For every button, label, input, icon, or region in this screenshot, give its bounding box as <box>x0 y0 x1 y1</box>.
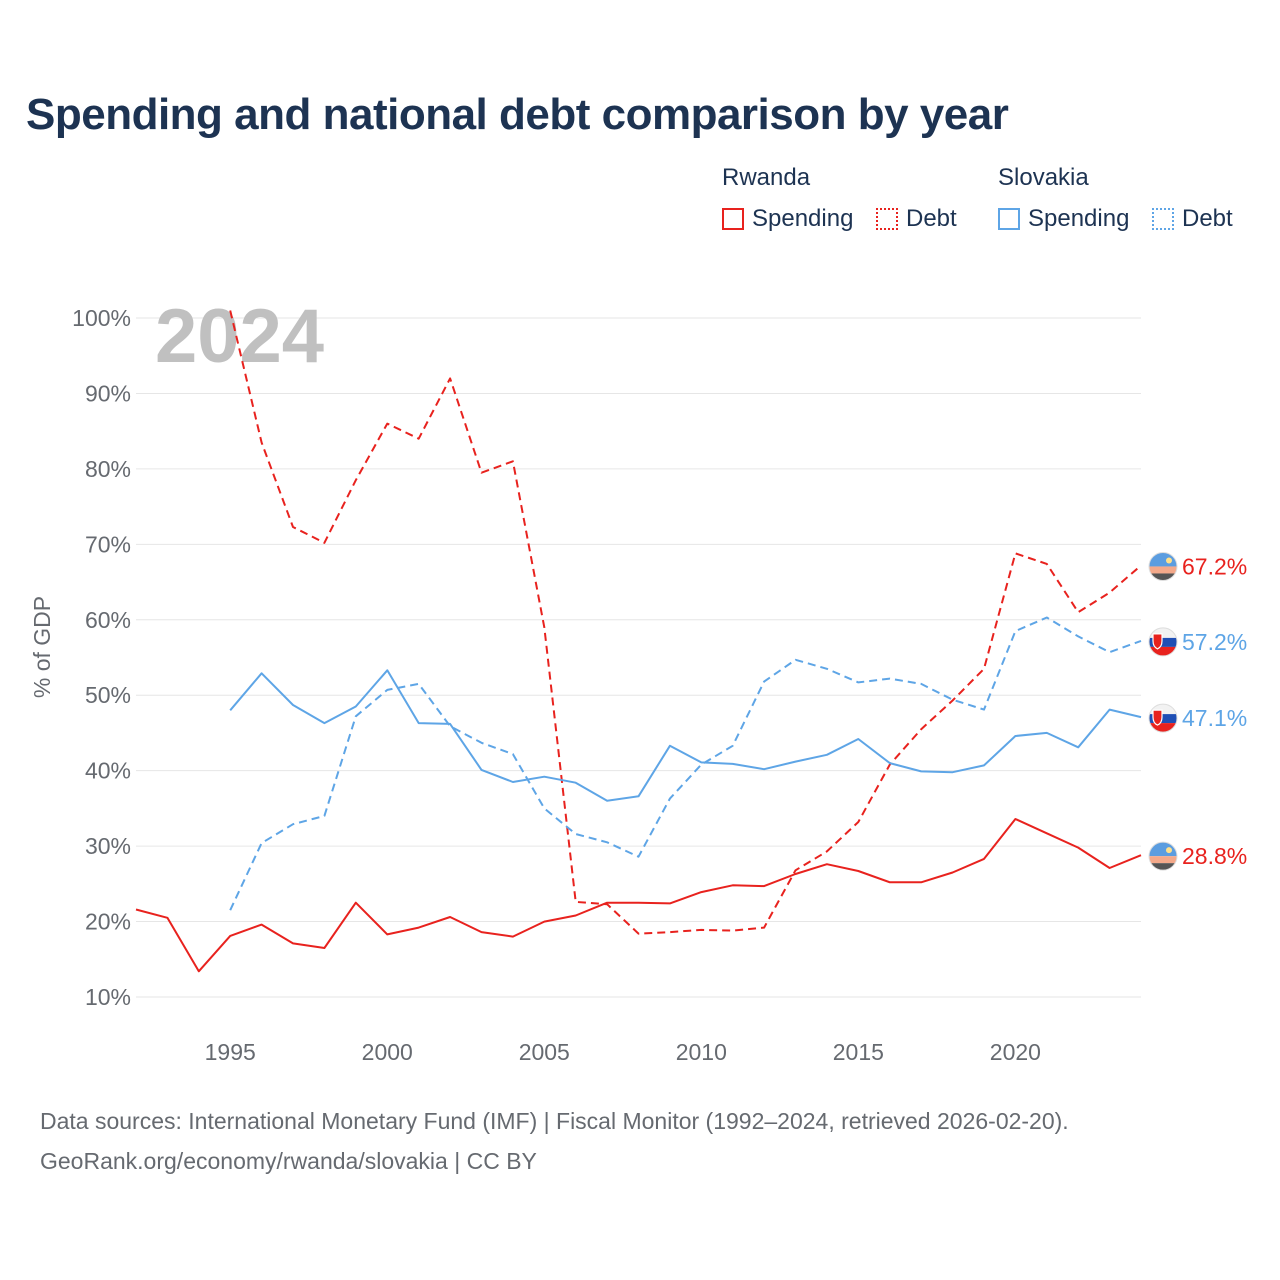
legend-label: Debt <box>1182 205 1233 232</box>
legend-swatch-dotted-icon <box>876 208 898 230</box>
legend-country-rwanda: Rwanda <box>722 164 811 191</box>
x-tick-label: 1995 <box>205 1039 256 1065</box>
series-line-slovakia-spending[interactable] <box>229 669 1142 802</box>
legend-item-rwanda-spending[interactable]: Spending <box>722 205 853 233</box>
legend-item-slovakia-spending[interactable]: Spending <box>998 205 1129 233</box>
chart-title: Spending and national debt comparison by… <box>26 90 1009 139</box>
series-line-rwanda-debt[interactable] <box>229 310 1142 935</box>
series-line-slovakia-debt[interactable] <box>229 616 1142 911</box>
y-axis-label: % of GDP <box>29 596 55 698</box>
legend-item-rwanda-debt[interactable]: Debt <box>876 205 957 233</box>
y-tick-label: 60% <box>85 607 131 633</box>
series-lines <box>135 310 1142 973</box>
rwanda-flag-icon <box>1148 551 1178 581</box>
legend-label: Debt <box>906 205 957 232</box>
legend-swatch-dotted-icon <box>1152 208 1174 230</box>
gridlines <box>136 317 1141 998</box>
y-tick-label: 70% <box>85 531 131 557</box>
x-tick-label: 2005 <box>519 1039 570 1065</box>
legend-label: Spending <box>752 205 854 232</box>
slovakia-flag-icon <box>1148 703 1178 733</box>
x-tick-label: 2020 <box>990 1039 1041 1065</box>
x-tick-label: 2000 <box>362 1039 413 1065</box>
footer-sources: Data sources: International Monetary Fun… <box>40 1108 1069 1134</box>
y-tick-label: 20% <box>85 909 131 935</box>
line-chart: 10% 20% 30% 40% 50% 60% 70% 80% 90% 100% 1995 2000… <box>29 294 1247 1065</box>
end-value-label: 57.2% <box>1182 629 1247 655</box>
y-axis-ticks: 10% 20% 30% 40% 50% 60% 70% 80% 90% 100% <box>72 305 131 1010</box>
end-value-label: 67.2% <box>1182 553 1247 579</box>
y-tick-label: 50% <box>85 682 131 708</box>
legend-country-slovakia: Slovakia <box>998 164 1089 191</box>
slovakia-flag-icon <box>1148 627 1178 657</box>
legend-swatch-solid-icon <box>722 208 744 230</box>
x-tick-label: 2010 <box>676 1039 727 1065</box>
legend-label: Spending <box>1028 205 1130 232</box>
legend-swatch-solid-icon <box>998 208 1020 230</box>
y-tick-label: 40% <box>85 758 131 784</box>
y-tick-label: 80% <box>85 456 131 482</box>
end-labels: 67.2% 28.8% 57.2% 47.1% <box>1148 551 1247 871</box>
y-tick-label: 100% <box>72 305 131 331</box>
footer-credit[interactable]: GeoRank.org/economy/rwanda/slovakia | CC… <box>40 1148 537 1174</box>
year-watermark: 2024 <box>155 294 324 379</box>
y-tick-label: 30% <box>85 833 131 859</box>
end-value-label: 47.1% <box>1182 705 1247 731</box>
x-tick-label: 2015 <box>833 1039 884 1065</box>
x-axis-ticks: 1995 2000 2005 2010 2015 2020 <box>205 1039 1041 1065</box>
series-line-rwanda-spending[interactable] <box>135 818 1142 973</box>
rwanda-flag-icon <box>1148 841 1178 871</box>
y-tick-label: 90% <box>85 380 131 406</box>
legend-item-slovakia-debt[interactable]: Debt <box>1152 205 1233 233</box>
y-tick-label: 10% <box>85 984 131 1010</box>
end-value-label: 28.8% <box>1182 843 1247 869</box>
